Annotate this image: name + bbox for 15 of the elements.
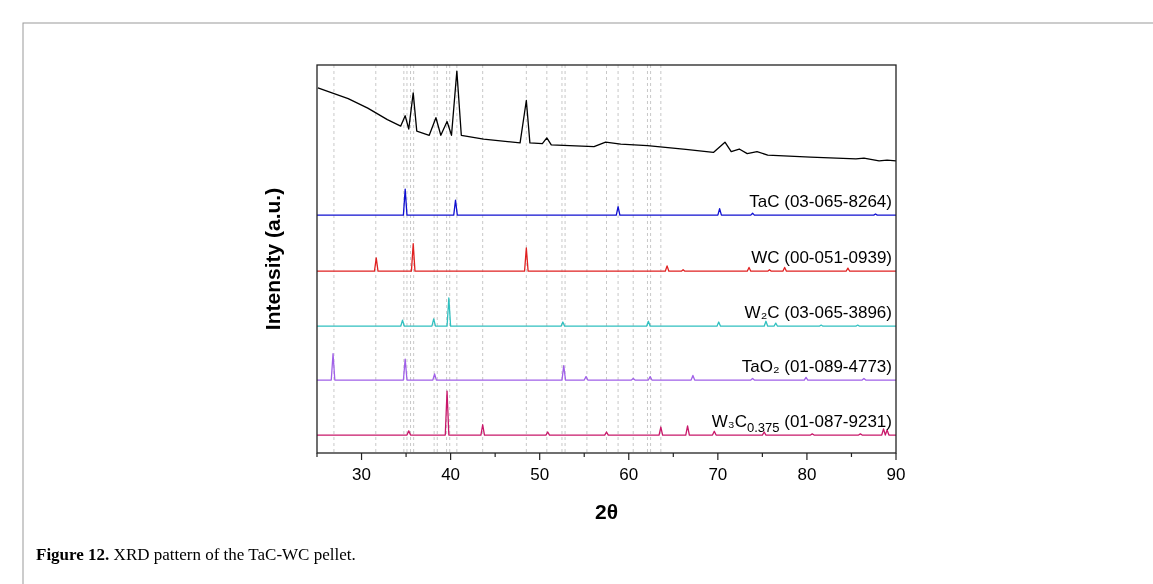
series-label: WC (00-051-0939) [751,248,892,268]
series-label: TaO₂ (01-089-4773) [741,357,892,377]
x-tick-label: 60 [619,465,639,484]
y-axis-title: Intensity (a.u.) [261,187,284,331]
x-tick-label: 50 [530,465,550,484]
x-tick-label: 40 [441,465,461,484]
x-axis-title: 2θ [594,500,619,523]
x-tick-label: 80 [797,465,817,484]
series-label: W₂C (03-065-3896) [744,303,892,323]
series-label: W₃C$_{0.375}$ (01-087-9231) [711,412,892,436]
series-label: TaC (03-065-8264) [749,192,892,212]
x-tick-label: 30 [352,465,371,484]
caption: Figure 12. XRD pattern of the TaC-WC pellet. [36,545,356,564]
x-tick-label: 70 [708,465,728,484]
x-tick-label: 90 [886,465,906,484]
